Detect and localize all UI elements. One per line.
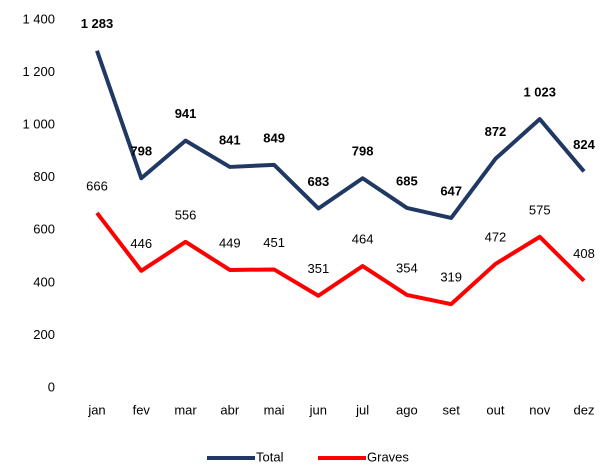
data-label: 941 [175,106,197,121]
data-label: 556 [175,207,197,222]
data-label: 449 [219,235,241,250]
y-tick-label: 1 400 [22,11,55,26]
data-label: 1 283 [81,16,114,31]
y-tick-label: 600 [33,222,55,237]
legend-label: Graves [367,449,409,464]
data-label: 575 [529,202,551,217]
data-label: 647 [440,183,462,198]
legend-label: Total [256,449,284,464]
y-tick-label: 1 000 [22,117,55,132]
data-label: 319 [440,270,462,285]
x-tick-label: set [443,402,461,417]
data-label: 451 [263,235,285,250]
x-tick-label: jan [87,402,105,417]
y-tick-label: 0 [48,379,55,394]
x-tick-label: out [486,402,504,417]
data-label: 683 [308,174,330,189]
data-label: 841 [219,132,241,147]
data-label: 351 [308,261,330,276]
data-label: 354 [396,260,418,275]
data-label: 872 [485,124,507,139]
x-tick-label: dez [574,402,595,417]
data-label: 464 [352,231,374,246]
y-tick-label: 1 200 [22,64,55,79]
data-label: 685 [396,173,418,188]
x-tick-label: fev [133,402,151,417]
data-label: 798 [352,144,374,159]
data-label: 666 [86,178,108,193]
y-tick-label: 200 [33,327,55,342]
data-label: 1 023 [523,85,556,100]
data-label: 824 [573,137,595,152]
x-tick-label: mar [174,402,197,417]
x-tick-label: jun [309,402,327,417]
x-tick-label: abr [220,402,239,417]
data-label: 472 [485,229,507,244]
y-tick-label: 400 [33,274,55,289]
series-line [95,50,586,220]
data-label: 446 [130,236,152,251]
series-line [95,211,586,307]
y-tick-label: 800 [33,169,55,184]
x-tick-label: jul [355,402,369,417]
x-tick-label: mai [264,402,285,417]
data-label: 849 [263,130,285,145]
x-tick-label: ago [396,402,418,417]
data-label: 408 [573,246,595,261]
data-label: 798 [130,144,152,159]
x-tick-label: nov [529,402,550,417]
